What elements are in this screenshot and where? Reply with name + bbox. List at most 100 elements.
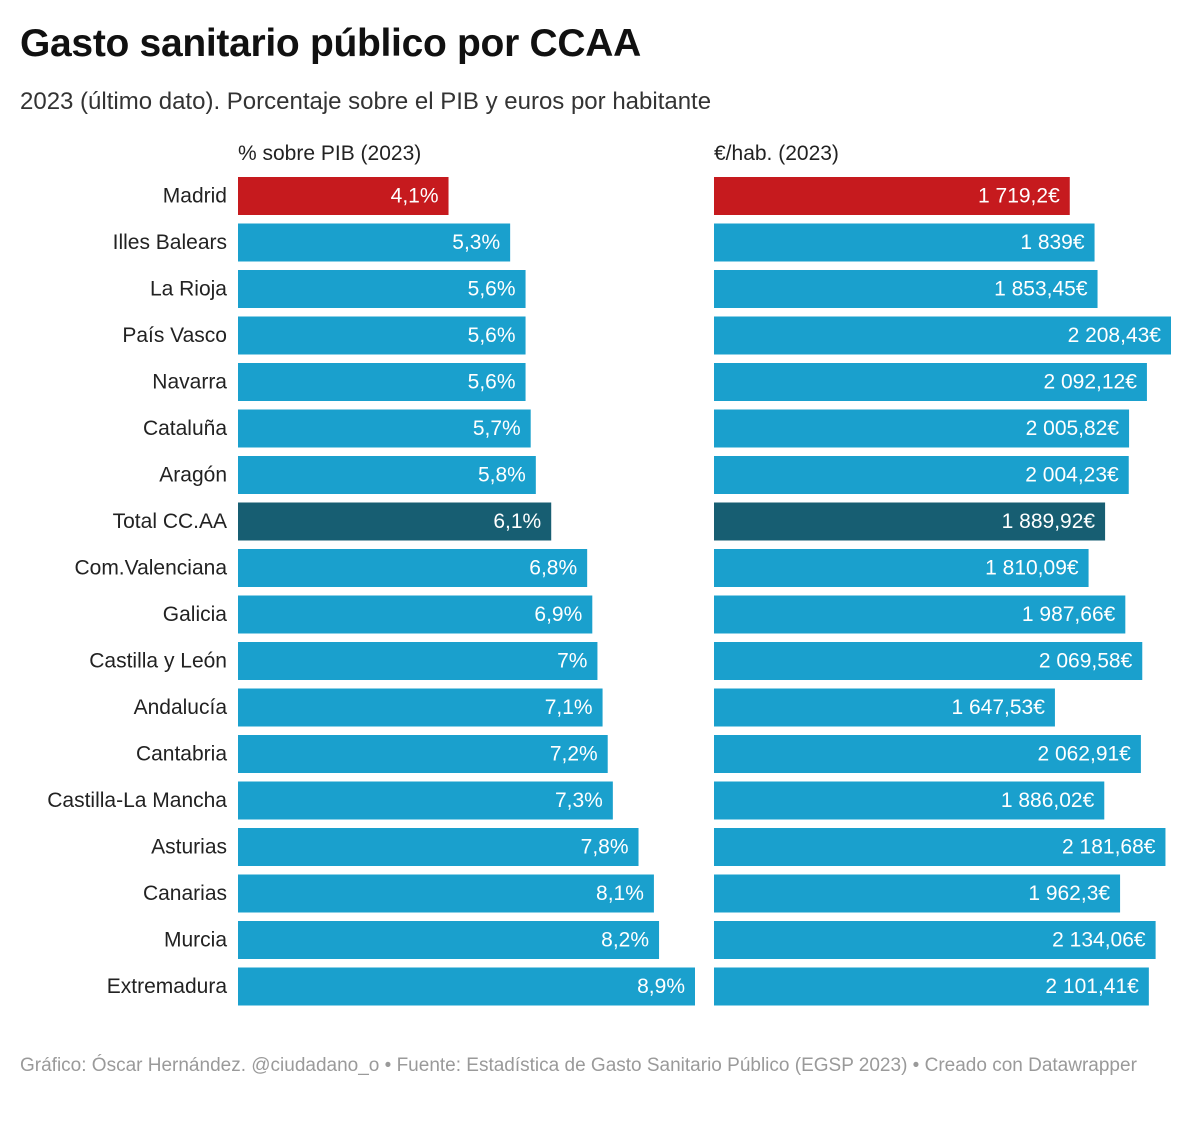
panel-pct-pib: 4,1% 5,3% 5,6% 5,6% 5,6% 5,7% 5,8% 6,1% 6,8% 6,9%… <box>238 177 695 1006</box>
bar <box>714 270 1098 308</box>
data-label: 5,6% <box>468 371 516 394</box>
data-label: 7,8% <box>581 836 629 859</box>
bar <box>238 549 588 587</box>
category-label: País Vasco <box>122 324 227 347</box>
data-label: 2 208,43€ <box>1068 324 1162 347</box>
bar <box>238 921 660 959</box>
bar <box>238 781 613 820</box>
data-label: 2 101,41€ <box>1045 975 1139 998</box>
data-label: 8,9% <box>637 975 685 998</box>
data-label: 8,2% <box>601 929 649 952</box>
bar <box>714 967 1149 1006</box>
data-label: 1 886,02€ <box>1001 789 1095 812</box>
data-label: 5,6% <box>468 324 516 347</box>
category-label: La Rioja <box>150 278 227 301</box>
bar <box>714 316 1171 355</box>
bar <box>714 409 1130 448</box>
bar <box>238 177 449 215</box>
data-label: 2 062,91€ <box>1037 743 1131 766</box>
category-label: Navarra <box>152 371 227 394</box>
bar <box>238 735 608 773</box>
data-label: 1 719,2€ <box>978 185 1060 208</box>
data-label: 5,8% <box>478 464 526 487</box>
bar <box>238 409 531 448</box>
data-label: 5,6% <box>468 278 516 301</box>
chart-footer: Gráfico: Óscar Hernández. @ciudadano_o •… <box>20 1055 1137 1076</box>
category-label: Galicia <box>163 603 228 626</box>
bar <box>714 549 1089 587</box>
bar <box>238 967 695 1006</box>
data-label: 1 810,09€ <box>985 557 1079 580</box>
data-label: 2 092,12€ <box>1043 371 1137 394</box>
data-label: 6,1% <box>493 510 541 533</box>
panel-eur-hab: 1 719,2€ 1 839€ 1 853,45€ 2 208,43€ 2 092,12… <box>714 177 1171 1006</box>
bar <box>714 688 1055 727</box>
bar <box>714 177 1070 215</box>
data-label: 1 889,92€ <box>1002 510 1096 533</box>
data-label: 2 134,06€ <box>1052 929 1146 952</box>
bar <box>238 456 536 494</box>
data-label: 7,3% <box>555 789 603 812</box>
data-label: 1 962,3€ <box>1028 882 1110 905</box>
data-label: 6,8% <box>529 557 577 580</box>
column-headers: % sobre PIB (2023) €/hab. (2023) <box>238 142 839 165</box>
column-header: % sobre PIB (2023) <box>238 142 421 165</box>
data-label: 7% <box>557 650 587 673</box>
bar <box>238 223 511 262</box>
category-label: Com.Valenciana <box>74 557 227 580</box>
bar <box>714 363 1147 401</box>
chart-subtitle: 2023 (último dato). Porcentaje sobre el … <box>20 88 712 115</box>
data-label: 6,9% <box>534 603 582 626</box>
data-label: 5,7% <box>473 417 521 440</box>
bar <box>714 502 1106 541</box>
bar <box>238 688 603 727</box>
data-label: 2 181,68€ <box>1062 836 1156 859</box>
bar <box>714 456 1129 494</box>
category-label: Murcia <box>164 929 227 952</box>
category-label: Castilla-La Mancha <box>47 789 227 812</box>
bar <box>714 735 1141 773</box>
data-label: 1 853,45€ <box>994 278 1088 301</box>
category-label: Extremadura <box>107 975 228 998</box>
category-label: Cantabria <box>136 743 227 766</box>
bar <box>714 874 1121 913</box>
category-label: Asturias <box>151 836 227 859</box>
category-label: Total CC.AA <box>113 510 227 533</box>
bar <box>714 223 1095 262</box>
category-label: Castilla y León <box>89 650 227 673</box>
category-label: Illes Balears <box>113 231 227 254</box>
bar-chart: % sobre PIB (2023) €/hab. (2023) Madrid Il… <box>47 142 1171 1006</box>
bar <box>238 363 526 401</box>
data-label: 2 069,58€ <box>1039 650 1133 673</box>
bar <box>238 642 598 680</box>
bar <box>238 270 526 308</box>
bar <box>714 921 1156 959</box>
category-label: Canarias <box>143 882 227 905</box>
data-label: 8,1% <box>596 882 644 905</box>
bar <box>238 502 552 541</box>
data-label: 1 987,66€ <box>1022 603 1116 626</box>
data-label: 1 839€ <box>1020 231 1085 254</box>
category-label: Aragón <box>159 464 227 487</box>
category-label: Madrid <box>163 185 227 208</box>
category-label: Cataluña <box>143 417 227 440</box>
bar <box>238 595 593 634</box>
bar <box>714 642 1143 680</box>
column-header: €/hab. (2023) <box>714 142 839 165</box>
bar <box>238 874 654 913</box>
data-label: 7,1% <box>545 696 593 719</box>
category-labels: Madrid Illes Balears La Rioja País Vasco Nav… <box>47 185 227 999</box>
bar <box>714 781 1105 820</box>
category-label: Andalucía <box>134 696 228 719</box>
bar <box>238 828 639 866</box>
data-label: 2 004,23€ <box>1025 464 1119 487</box>
data-label: 1 647,53€ <box>951 696 1045 719</box>
chart-title: Gasto sanitario público por CCAA <box>20 22 641 65</box>
bar <box>238 316 526 355</box>
data-label: 4,1% <box>391 185 439 208</box>
bar <box>714 828 1166 866</box>
data-label: 7,2% <box>550 743 598 766</box>
data-label: 2 005,82€ <box>1026 417 1120 440</box>
bar <box>714 595 1126 634</box>
data-label: 5,3% <box>452 231 500 254</box>
